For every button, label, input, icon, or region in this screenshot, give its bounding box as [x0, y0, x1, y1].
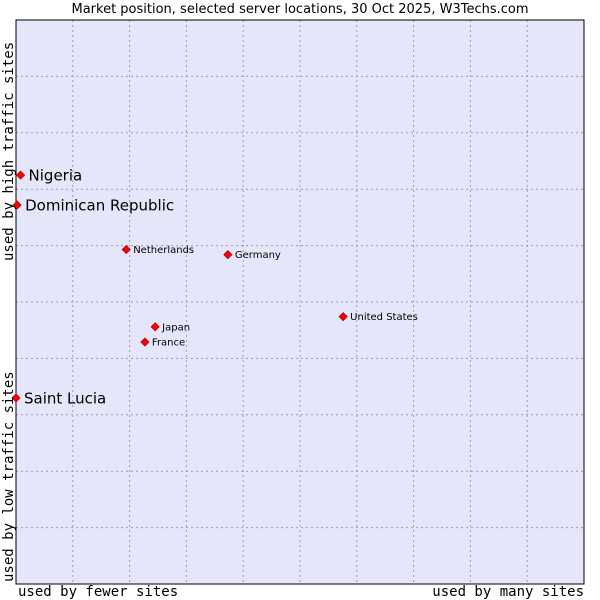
point-label-japan: Japan	[161, 322, 190, 333]
grid-lines	[16, 20, 584, 584]
point-label-germany: Germany	[235, 250, 281, 261]
point-label-nigeria: Nigeria	[29, 167, 83, 185]
x-axis-label-left: used by fewer sites	[18, 584, 179, 600]
data-point-dominican-republic: Dominican Republic	[12, 196, 174, 214]
marker-germany	[223, 250, 233, 260]
data-point-nigeria: Nigeria	[15, 167, 83, 185]
marker-france	[140, 337, 150, 347]
data-point-germany: Germany	[223, 250, 281, 261]
point-label-dominican-republic: Dominican Republic	[25, 196, 174, 214]
marker-nigeria	[15, 170, 26, 180]
data-point-netherlands: Netherlands	[121, 244, 194, 256]
point-label-saint-lucia: Saint Lucia	[24, 389, 106, 407]
y-axis-label-bottom: used by low traffic sites	[1, 371, 17, 582]
point-label-netherlands: Netherlands	[133, 245, 194, 256]
plot-border	[15, 19, 585, 585]
point-label-france: France	[152, 338, 185, 349]
data-points: Nigeria Dominican Republic Netherlands Germ…	[11, 167, 418, 407]
chart-title: Market position, selected server locatio…	[71, 2, 529, 17]
point-label-united-states: United States	[350, 312, 418, 323]
data-point-japan: Japan	[150, 322, 190, 333]
y-axis-label-top: used by high traffic sites	[1, 41, 17, 261]
marker-united-states	[338, 312, 348, 322]
marker-netherlands	[121, 244, 131, 255]
data-point-united-states: United States	[338, 312, 418, 323]
data-point-saint-lucia: Saint Lucia	[11, 389, 106, 407]
x-axis-label-right: used by many sites	[432, 584, 584, 600]
data-point-france: France	[140, 337, 185, 349]
marker-saint-lucia	[11, 393, 21, 403]
marker-japan	[150, 322, 160, 332]
marker-dominican-republic	[12, 200, 22, 210]
